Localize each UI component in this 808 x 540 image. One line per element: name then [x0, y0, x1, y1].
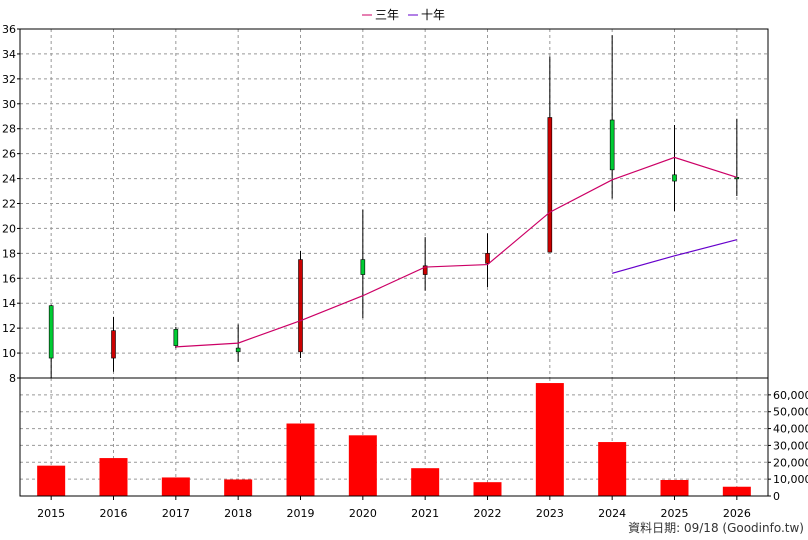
- price-tick-label: 18: [2, 247, 16, 260]
- moving-average-lines: [175, 156, 738, 348]
- volume-bar: [348, 435, 377, 496]
- volume-axis-ticks: 0 10,000 20,000 30,000 40,000 50,000 60,000: [768, 389, 808, 503]
- candle-body: [547, 117, 553, 253]
- price-tick-label: 24: [2, 173, 16, 186]
- legend: 三年 十年: [362, 8, 445, 22]
- volume-bar: [473, 482, 502, 496]
- volume-bar: [598, 442, 627, 496]
- legend-label-ten-year: 十年: [421, 8, 445, 22]
- candle-body: [609, 119, 615, 171]
- price-tick-label: 20: [2, 222, 16, 235]
- price-tick-label: 12: [2, 322, 16, 335]
- candle-body: [173, 329, 179, 346]
- candle-body: [360, 259, 366, 275]
- volume-bar: [722, 486, 751, 496]
- volume-tick-label: 10,000: [773, 473, 808, 486]
- plot-frame: [19, 28, 769, 497]
- ten-year-average-line: [612, 239, 737, 274]
- volume-tick-label: 30,000: [773, 439, 808, 452]
- candle-body: [734, 177, 740, 180]
- volume-tick-label: 20,000: [773, 456, 808, 469]
- legend-label-three-year: 三年: [375, 8, 399, 22]
- price-tick-label: 16: [2, 272, 16, 285]
- volume-bar: [161, 477, 190, 496]
- price-tick-label: 28: [2, 123, 16, 136]
- volume-gridlines: [20, 378, 768, 496]
- volume-bar: [224, 479, 253, 496]
- year-tick-label: 2024: [598, 507, 626, 520]
- candle-body: [485, 253, 490, 264]
- candle-body: [235, 347, 241, 353]
- candle-body: [298, 259, 303, 353]
- price-gridlines: [20, 29, 768, 378]
- year-tick-label: 2020: [349, 507, 377, 520]
- year-tick-label: 2018: [224, 507, 252, 520]
- three-year-average-line: [175, 156, 738, 348]
- data-date-footer: 資料日期: 09/18 (Goodinfo.tw): [628, 521, 804, 535]
- candle-body: [48, 305, 54, 359]
- year-tick-label: 2026: [723, 507, 751, 520]
- volume-bar: [37, 465, 66, 496]
- year-tick-label: 2022: [474, 507, 502, 520]
- volume-bars: [37, 383, 751, 496]
- price-tick-label: 26: [2, 148, 16, 161]
- price-tick-label: 22: [2, 198, 16, 211]
- volume-bar: [411, 468, 440, 496]
- year-tick-label: 2017: [162, 507, 190, 520]
- volume-tick-label: 60,000: [773, 389, 808, 402]
- price-tick-label: 34: [2, 48, 16, 61]
- volume-tick-label: 0: [773, 490, 780, 503]
- year-tick-label: 2015: [37, 507, 65, 520]
- candle-body: [422, 265, 428, 275]
- year-tick-label: 2021: [411, 507, 439, 520]
- volume-tick-label: 50,000: [773, 406, 808, 419]
- candlesticks: [48, 35, 740, 378]
- volume-tick-label: 40,000: [773, 423, 808, 436]
- volume-bar: [99, 458, 128, 496]
- volume-bar: [535, 383, 564, 496]
- price-tick-label: 8: [9, 372, 16, 385]
- year-axis-ticks: 2015 2016 2017 2018 2019 2020 2021 2022 2023 2024…: [37, 496, 751, 520]
- year-tick-label: 2019: [287, 507, 315, 520]
- year-tick-label: 2023: [536, 507, 564, 520]
- plot-border: [19, 28, 769, 497]
- price-axis-ticks: 8 10 12 14 16 18 20 22 24 26 28 30 32 34 36: [2, 23, 20, 385]
- price-tick-label: 36: [2, 23, 16, 36]
- price-tick-label: 30: [2, 98, 16, 111]
- year-tick-label: 2025: [661, 507, 689, 520]
- candle-body: [111, 330, 116, 359]
- candle-body: [672, 174, 677, 182]
- price-tick-label: 32: [2, 73, 16, 86]
- year-tick-label: 2016: [100, 507, 128, 520]
- price-tick-label: 14: [2, 297, 16, 310]
- price-tick-label: 10: [2, 347, 16, 360]
- volume-bar: [286, 423, 315, 496]
- volume-bar: [660, 479, 689, 496]
